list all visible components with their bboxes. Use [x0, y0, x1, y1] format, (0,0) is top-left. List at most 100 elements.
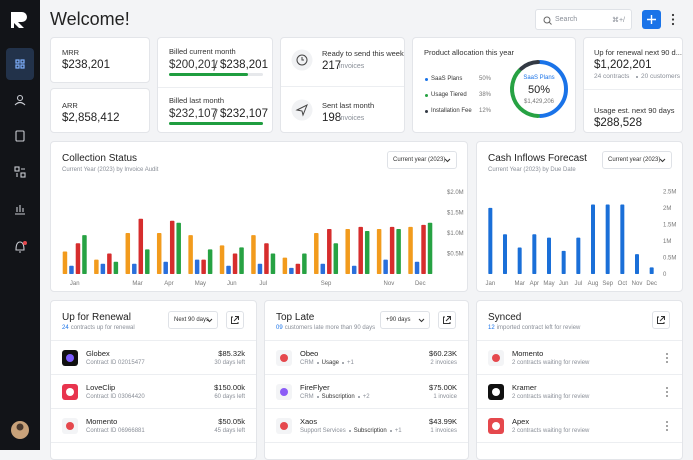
- divider: [265, 340, 468, 341]
- row-tag: Subscription: [353, 428, 387, 434]
- kpi-count: 198: [322, 112, 342, 124]
- list-row[interactable]: Momento Contract ID 06966881 $50.05k 45 day…: [51, 409, 256, 443]
- bar: [333, 243, 339, 274]
- donut-segment: [510, 68, 540, 118]
- row-tag: CRM: [300, 394, 314, 400]
- kpi-value: $238,201: [62, 59, 110, 71]
- nav-notifications[interactable]: [15, 241, 25, 253]
- list-count: 09: [276, 325, 283, 331]
- bar: [62, 251, 68, 274]
- bar: [82, 235, 87, 274]
- list-row[interactable]: FireFlyer CRM Subscription +2 $75.00K 1 invoi…: [265, 375, 468, 409]
- list-row[interactable]: Obeo CRM Usage +1 $60.23K 2 invoices: [265, 341, 468, 375]
- kpi-unit: invoices: [339, 63, 365, 70]
- company-logo: [62, 350, 78, 366]
- list-subtitle: 24 contracts up for renewal: [62, 325, 135, 331]
- y-tick-label: 2M: [663, 206, 671, 212]
- x-tick-label: Jan: [485, 281, 495, 287]
- list-title: Top Late: [276, 312, 315, 323]
- list-title: Synced: [488, 312, 522, 323]
- list-row[interactable]: Kramer 2 contracts waiting for review: [477, 375, 682, 409]
- company-logo-mark: [280, 422, 288, 430]
- x-tick-label: May: [543, 281, 554, 287]
- open-icon-path: [443, 316, 451, 324]
- company-logo: [62, 384, 78, 400]
- open-button[interactable]: [226, 311, 244, 329]
- nav-customers[interactable]: [14, 94, 26, 106]
- kpi-count: 217: [322, 60, 342, 72]
- list-row[interactable]: Momento 2 contracts waiting for review: [477, 341, 682, 375]
- bar: [201, 259, 206, 274]
- nav-workflows[interactable]: [14, 166, 26, 178]
- row-tag: +2: [362, 394, 370, 400]
- row-name: Globex: [86, 349, 110, 358]
- filter-dropdown[interactable]: Next 90 days: [168, 311, 218, 329]
- list-title: Up for Renewal: [62, 312, 131, 323]
- company-logo-mark: [280, 388, 288, 396]
- open-icon-path: [657, 316, 665, 324]
- company-logo-mark: [66, 388, 74, 396]
- logo: [11, 12, 27, 28]
- divider: [158, 87, 272, 88]
- bar: [207, 249, 213, 274]
- nav-dashboard[interactable]: [15, 59, 25, 69]
- bar: [169, 220, 175, 274]
- bar: [132, 263, 137, 274]
- legend-value: 38%: [479, 92, 492, 98]
- row-menu[interactable]: [666, 353, 669, 363]
- nav-reports[interactable]: [15, 205, 25, 215]
- legend-dot: [425, 94, 428, 97]
- open-button[interactable]: [652, 311, 670, 329]
- row-menu[interactable]: [666, 421, 669, 431]
- list-row[interactable]: Globex Contract ID 02015477 $85.32k 30 days…: [51, 341, 256, 375]
- send-icon: [291, 99, 313, 121]
- bar: [358, 226, 363, 274]
- filter-dropdown[interactable]: Current year (2023): [602, 151, 672, 169]
- kpi-contracts: 24 contracts: [594, 73, 630, 80]
- legend-label: Usage Tiered: [431, 92, 467, 98]
- kpi-label: Sent last month: [322, 101, 375, 110]
- plot: 0 0.5M 1M 1.5M 2M 2.5M Jan Mar Apr May Jun Jul Aug Se…: [485, 189, 676, 287]
- list-row[interactable]: LoveClip Contract ID 03064420 $150.00k 60 d…: [51, 375, 256, 409]
- kpi-label: Ready to send this week: [322, 49, 404, 58]
- bar: [649, 267, 654, 274]
- chevron-path: [206, 318, 213, 323]
- kpi-value: $288,528: [594, 117, 642, 129]
- nav-invoices[interactable]: [15, 130, 25, 142]
- open-button[interactable]: [438, 311, 456, 329]
- nav-active[interactable]: [6, 48, 34, 80]
- bar: [239, 247, 244, 274]
- row-name: Xaos: [300, 417, 318, 426]
- bar: [503, 234, 507, 274]
- kpi-amount: $200,201: [169, 59, 217, 71]
- row-detail: Contract ID 02015477: [86, 360, 145, 366]
- invoices-card: Ready to send this week 217 invoices Sen…: [280, 37, 405, 133]
- bar: [605, 204, 610, 274]
- donut-segment: [519, 60, 540, 71]
- filter-dropdown[interactable]: +90 days: [380, 311, 430, 329]
- company-logo: [488, 418, 504, 434]
- bar: [145, 249, 150, 274]
- bar: [138, 218, 144, 274]
- separator-dot: [348, 430, 351, 432]
- legend-value: 12%: [479, 108, 492, 114]
- bar: [282, 257, 288, 274]
- row-menu[interactable]: [666, 387, 669, 397]
- bar: [364, 231, 370, 274]
- row-amount: $75.00K: [429, 383, 457, 392]
- y-tick-label: 0: [663, 272, 667, 278]
- list-row[interactable]: Apex 2 contracts waiting for review: [477, 409, 682, 443]
- bar: [620, 204, 625, 274]
- filter-dropdown[interactable]: Current year (2023): [387, 151, 457, 169]
- add-button[interactable]: [642, 10, 661, 29]
- filter-label: +90 days: [386, 317, 411, 323]
- list-row[interactable]: Xaos Support Services Subscription +1 $43.99…: [265, 409, 468, 443]
- company-logo: [62, 418, 78, 434]
- bar: [547, 237, 551, 274]
- bar: [270, 253, 276, 274]
- divider: [584, 89, 682, 90]
- filter-label: Current year (2023): [393, 157, 446, 163]
- search-box[interactable]: Search ⌘+/: [535, 9, 632, 30]
- collection-card: Collection Status Current Year (2023) by …: [50, 141, 468, 292]
- more-button[interactable]: [668, 10, 678, 29]
